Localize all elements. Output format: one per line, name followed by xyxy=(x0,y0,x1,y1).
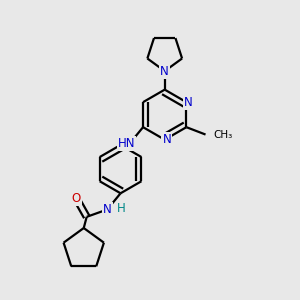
Text: HN: HN xyxy=(118,137,135,150)
Text: O: O xyxy=(72,192,81,205)
Text: N: N xyxy=(162,133,171,146)
Text: N: N xyxy=(103,203,112,216)
Text: N: N xyxy=(160,64,169,78)
Text: CH₃: CH₃ xyxy=(214,130,233,140)
Text: N: N xyxy=(184,96,193,109)
Text: H: H xyxy=(117,202,125,214)
